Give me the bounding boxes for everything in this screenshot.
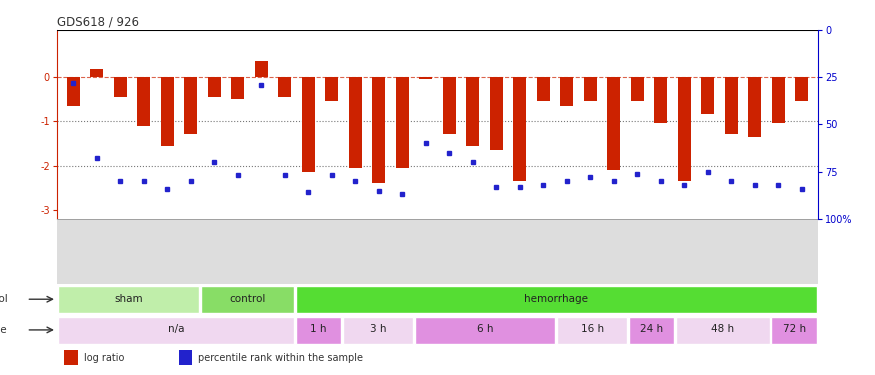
Text: 48 h: 48 h [711,324,734,334]
FancyBboxPatch shape [415,317,556,344]
Text: 3 h: 3 h [370,324,386,334]
Bar [748,76,761,137]
Bar [372,76,385,183]
Bar [90,69,103,76]
Text: protocol: protocol [0,294,7,304]
Bar [396,76,409,168]
FancyBboxPatch shape [200,286,294,313]
Bar [278,76,291,97]
Bar [66,76,80,106]
FancyBboxPatch shape [557,317,626,344]
Bar [514,76,526,181]
Bar [772,76,785,123]
Text: 24 h: 24 h [640,324,663,334]
Bar [255,61,268,76]
Bar [231,76,244,99]
Bar [631,76,644,101]
Text: GDS618 / 926: GDS618 / 926 [57,16,139,29]
Bar [724,76,738,135]
Text: 72 h: 72 h [783,324,806,334]
FancyBboxPatch shape [629,317,675,344]
Bar [114,76,127,97]
Text: log ratio: log ratio [83,353,124,363]
Text: time: time [0,325,7,335]
Bar [701,76,714,114]
FancyBboxPatch shape [772,317,817,344]
Bar [560,76,573,106]
Bar [161,76,174,146]
Bar [208,76,220,97]
Text: 16 h: 16 h [581,324,604,334]
FancyBboxPatch shape [343,317,413,344]
Bar [536,76,550,101]
Bar [490,76,503,150]
Bar [185,76,197,135]
Bar [326,76,339,101]
Bar [65,351,78,365]
FancyBboxPatch shape [58,317,294,344]
Text: control: control [229,294,265,304]
Bar [607,76,620,170]
Bar [178,351,192,365]
Text: 1 h: 1 h [311,324,326,334]
Bar [419,76,432,79]
Bar [349,76,361,168]
Bar [584,76,597,101]
Bar [466,76,480,146]
FancyBboxPatch shape [58,286,199,313]
Text: sham: sham [114,294,143,304]
Bar [443,76,456,135]
FancyBboxPatch shape [296,317,341,344]
FancyBboxPatch shape [676,317,770,344]
Bar [795,76,808,101]
Text: percentile rank within the sample: percentile rank within the sample [198,353,363,363]
FancyBboxPatch shape [296,286,817,313]
Bar [678,76,690,181]
Text: hemorrhage: hemorrhage [524,294,589,304]
Text: n/a: n/a [168,324,184,334]
Bar [654,76,667,123]
Bar [302,76,315,172]
Text: 6 h: 6 h [477,324,494,334]
Bar [137,76,150,126]
